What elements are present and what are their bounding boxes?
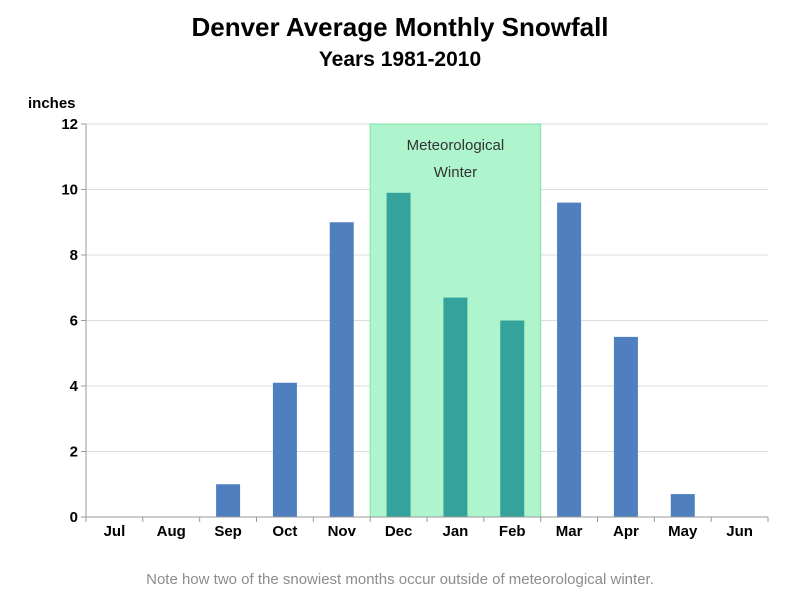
x-tick-label-oct: Oct <box>272 523 297 540</box>
x-tick-label-jun: Jun <box>726 523 753 540</box>
axes <box>81 123 769 522</box>
y-tick-label: 0 <box>70 509 78 526</box>
x-tick-label-nov: Nov <box>328 523 357 540</box>
axis-labels: 0 2 4 6 8 10 12 Jul Aug Sep Oct Nov Dec Jan Feb Mar Apr M… <box>28 95 753 540</box>
y-tick-label: 8 <box>70 247 78 264</box>
bar-mar <box>557 202 582 517</box>
x-tick-label-jan: Jan <box>442 523 468 540</box>
bar-jan <box>443 297 468 517</box>
bar-oct <box>272 382 297 517</box>
y-tick-label: 2 <box>70 444 78 461</box>
winter-band-label-line: Winter <box>434 164 477 181</box>
x-tick-label-aug: Aug <box>157 523 186 540</box>
bar-sep <box>216 484 241 517</box>
x-tick-label-apr: Apr <box>613 523 639 540</box>
bar-apr <box>613 336 638 517</box>
y-tick-label: 4 <box>70 378 79 395</box>
y-axis-label: inches <box>28 95 76 112</box>
winter-band-label-line: Meteorological <box>407 137 505 154</box>
chart-title: Denver Average Monthly Snowfall <box>191 12 609 42</box>
bar-may <box>670 494 695 517</box>
bars <box>216 192 695 517</box>
bar-dec <box>386 192 411 517</box>
y-tick-label: 6 <box>70 313 78 330</box>
chart-subtitle: Years 1981-2010 <box>318 48 482 71</box>
y-tick-label: 12 <box>61 116 78 133</box>
x-tick-label-feb: Feb <box>499 523 526 540</box>
y-tick-label: 10 <box>61 182 78 199</box>
bar-nov <box>329 222 354 517</box>
x-tick-label-mar: Mar <box>556 523 583 540</box>
x-tick-label-jul: Jul <box>104 523 126 540</box>
chart-footnote: Note how two of the snowiest months occu… <box>146 571 654 588</box>
bar-feb <box>500 320 525 517</box>
x-tick-label-sep: Sep <box>214 523 242 540</box>
x-tick-label-may: May <box>668 523 698 540</box>
x-tick-label-dec: Dec <box>385 523 413 540</box>
